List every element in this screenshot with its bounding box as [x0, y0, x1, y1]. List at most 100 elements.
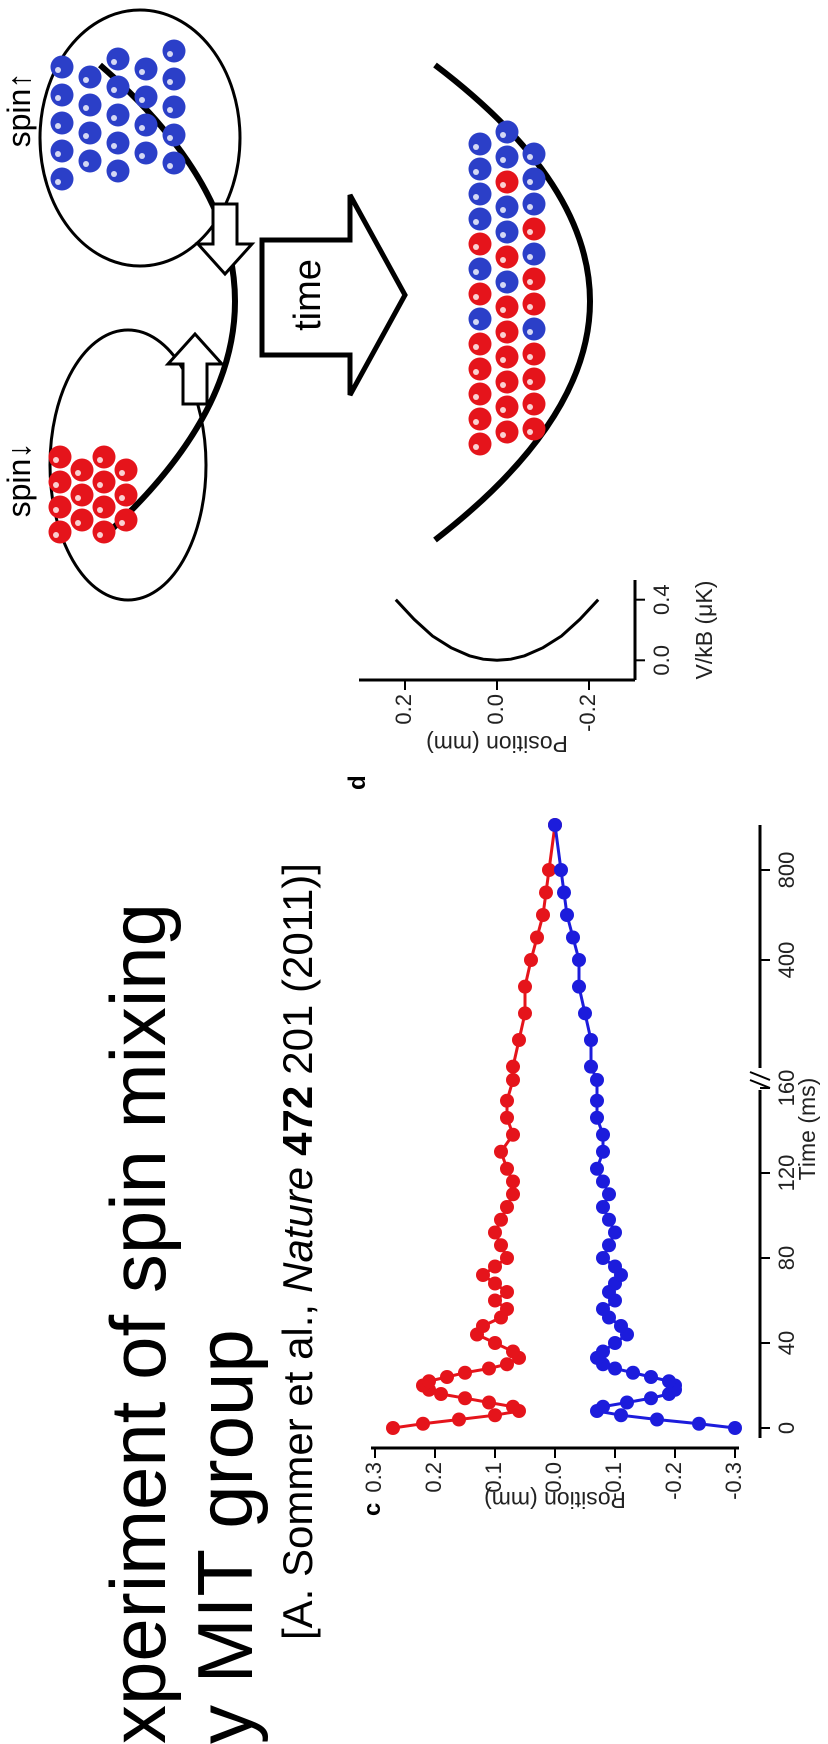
particle-highlight	[473, 444, 479, 450]
particle-highlight	[500, 282, 506, 288]
ellipse	[38, 8, 242, 268]
particle	[495, 320, 519, 344]
data-point	[584, 1059, 598, 1074]
data-point	[548, 818, 562, 832]
particle-highlight	[83, 133, 89, 139]
data-point	[506, 1399, 520, 1414]
x-axis-label: V/kB (μK)	[691, 581, 717, 680]
particle	[162, 151, 186, 175]
particle	[522, 242, 546, 266]
particle	[106, 47, 130, 71]
data-point	[596, 1251, 610, 1265]
particle	[522, 167, 546, 191]
data-point	[596, 1174, 610, 1189]
particle	[114, 458, 138, 482]
data-point	[566, 930, 580, 945]
data-point	[488, 1408, 502, 1423]
particle	[78, 65, 102, 89]
data-point	[614, 1319, 628, 1333]
data-point	[596, 1127, 610, 1142]
particle	[162, 67, 186, 91]
particle	[92, 470, 116, 494]
particle-highlight	[473, 369, 479, 375]
y-axis-label: Position (mm)	[426, 731, 568, 757]
particle-highlight	[527, 254, 533, 260]
particle-highlight	[55, 95, 61, 101]
data-point	[500, 1110, 514, 1125]
particle-highlight	[83, 161, 89, 167]
series-line	[553, 824, 736, 1430]
x-tick-label: 40	[774, 1331, 799, 1355]
particle	[495, 120, 519, 144]
data-point	[620, 1395, 634, 1410]
particle-highlight	[500, 307, 506, 313]
particle-highlight	[111, 143, 117, 149]
particle-highlight	[473, 294, 479, 300]
citation-text: [A. Sommer et al.,	[274, 1304, 321, 1640]
title-line: y MIT group	[181, 1329, 269, 1744]
particle	[468, 182, 492, 206]
particle-highlight	[473, 419, 479, 425]
data-point	[608, 1259, 622, 1274]
data-point	[608, 1336, 622, 1350]
particle	[522, 142, 546, 166]
particle	[495, 395, 519, 419]
particle	[468, 432, 492, 456]
particle	[134, 85, 158, 109]
data-point	[518, 1006, 532, 1021]
data-point	[500, 1357, 514, 1372]
particle	[162, 39, 186, 63]
data-point	[650, 1412, 664, 1427]
particle	[468, 157, 492, 181]
data-point	[572, 979, 586, 994]
particle	[106, 75, 130, 99]
particle	[162, 95, 186, 119]
data-point	[506, 1059, 520, 1074]
particle	[522, 217, 546, 241]
data-point	[440, 1370, 454, 1384]
citation-journal: Nature	[274, 1167, 321, 1293]
y-tick-label: 0.0	[483, 694, 508, 725]
data-point	[476, 1268, 490, 1282]
particle-highlight	[527, 354, 533, 360]
particle-highlight	[500, 382, 506, 388]
data-point	[500, 1200, 514, 1214]
data-point	[488, 1276, 502, 1291]
particle	[48, 470, 72, 494]
data-point	[692, 1416, 706, 1431]
particle	[495, 170, 519, 194]
data-point	[506, 1174, 520, 1189]
data-point	[494, 1212, 508, 1227]
particle	[468, 207, 492, 231]
particle	[468, 332, 492, 356]
small-arrow	[194, 202, 256, 277]
data-point	[482, 1361, 496, 1376]
particle-highlight	[55, 67, 61, 73]
particle	[48, 495, 72, 519]
data-point	[590, 1110, 604, 1125]
particle	[468, 382, 492, 406]
data-point	[500, 1251, 514, 1265]
particle	[522, 292, 546, 316]
data-point	[416, 1416, 430, 1431]
data-point	[602, 1238, 616, 1253]
particle-highlight	[167, 107, 173, 113]
particle-highlight	[97, 482, 103, 488]
particle	[522, 342, 546, 366]
particle-highlight	[53, 457, 59, 463]
particle	[48, 445, 72, 469]
particle	[495, 420, 519, 444]
particle-highlight	[500, 257, 506, 263]
particle	[522, 267, 546, 291]
particle-highlight	[75, 495, 81, 501]
spin-label: spin↑	[1, 73, 37, 148]
particle-highlight	[473, 269, 479, 275]
particle	[522, 417, 546, 441]
particle-highlight	[500, 332, 506, 338]
x-tick-label: 0.4	[649, 584, 674, 615]
particle-highlight	[527, 379, 533, 385]
data-point	[560, 908, 574, 922]
particle-highlight	[139, 69, 145, 75]
particle	[114, 483, 138, 507]
